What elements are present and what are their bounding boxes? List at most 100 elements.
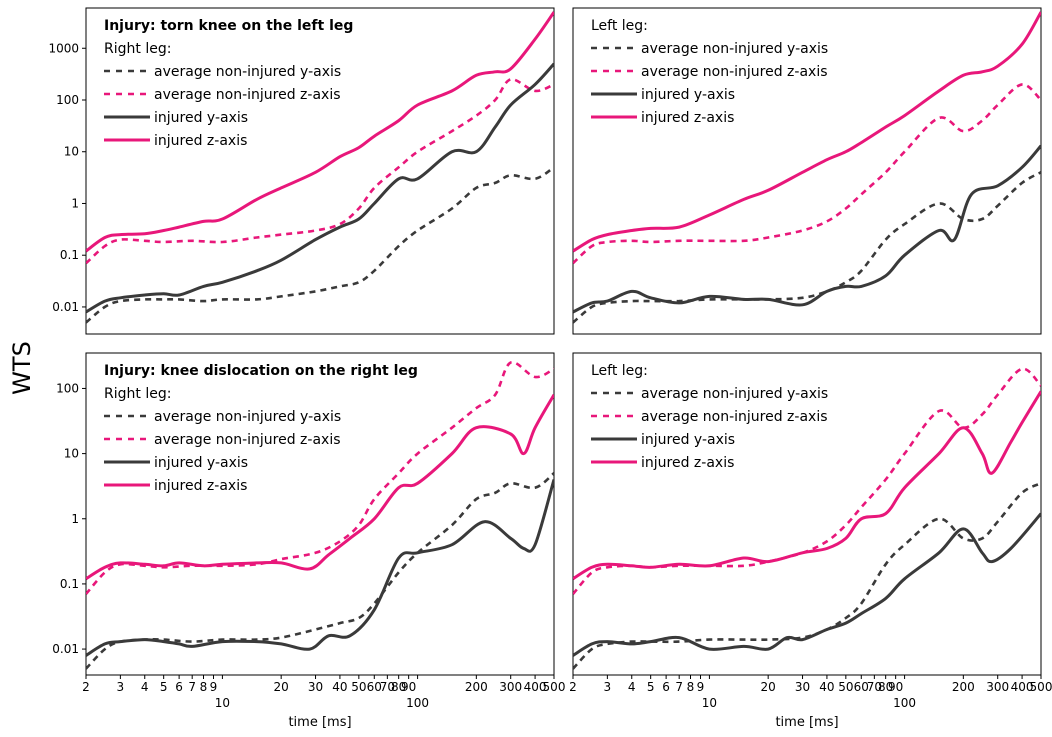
x-tick-label: 20 [761, 680, 776, 694]
x-tick-label: 9 [210, 680, 218, 694]
x-tick-label: 100 [406, 696, 429, 710]
x-tick-label: 3 [117, 680, 125, 694]
series-group [573, 11, 1041, 324]
legend-label: average non-injured z-axis [154, 87, 341, 103]
x-tick-label: 6 [175, 680, 183, 694]
legend-label: injured z-axis [154, 478, 247, 494]
series-injured-y-axis [86, 479, 554, 657]
panel-frame [572, 7, 1042, 335]
legend: Left leg: average non-injured y-axis avera… [591, 18, 828, 126]
x-tick-label: 50 [838, 680, 853, 694]
series-injured-y-axis [573, 512, 1041, 657]
x-tick-label: 40 [332, 680, 347, 694]
legend-label: injured z-axis [641, 455, 734, 471]
x-tick-label: 3 [604, 680, 612, 694]
x-tick-label: 70 [867, 680, 882, 694]
legend-subtitle: Right leg: [104, 41, 171, 57]
legend-label: injured y-axis [641, 432, 735, 448]
series-group [86, 11, 554, 324]
x-tick-label: 400 [1011, 680, 1034, 694]
y-tick-label: 1 [71, 196, 79, 210]
legend-label: average non-injured y-axis [154, 409, 341, 425]
panel-bottom-right: Left leg: average non-injured y-axis avera… [569, 352, 1052, 730]
series-injured-z-axis [573, 11, 1041, 253]
legend-title: Injury: knee dislocation on the right le… [104, 363, 418, 379]
legend-label: average non-injured y-axis [641, 386, 828, 402]
legend-subtitle: Right leg: [104, 386, 171, 402]
x-tick-label: 10 [702, 696, 717, 710]
x-tick-label: 90 [888, 680, 903, 694]
panel-frame [85, 352, 555, 676]
x-tick-label: 30 [795, 680, 810, 694]
legend: Injury: torn knee on the left leg Right l… [104, 18, 353, 149]
x-tick-label: 4 [141, 680, 149, 694]
x-tick-label: 5 [647, 680, 655, 694]
series-group [86, 360, 554, 670]
legend-label: injured y-axis [641, 87, 735, 103]
legend-subtitle: Left leg: [591, 18, 648, 34]
x-tick-label: 500 [1030, 680, 1052, 694]
x-tick-label: 7 [188, 680, 196, 694]
x-tick-label: 9 [697, 680, 705, 694]
x-tick-label: 50 [351, 680, 366, 694]
legend-subtitle: Left leg: [591, 363, 648, 379]
series-average-non-injured-y-axis [86, 166, 554, 324]
series-average-non-injured-y-axis [573, 171, 1041, 324]
x-tick-label: 60 [854, 680, 869, 694]
series-group [573, 367, 1041, 670]
legend-label: average non-injured z-axis [641, 64, 828, 80]
x-tick-label: 10 [215, 696, 230, 710]
x-tick-label: 20 [274, 680, 289, 694]
legend: Injury: knee dislocation on the right le… [104, 363, 418, 494]
x-tick-label: 40 [819, 680, 834, 694]
legend-label: injured z-axis [154, 133, 247, 149]
series-average-non-injured-z-axis [573, 367, 1041, 595]
series-injured-y-axis [573, 144, 1041, 314]
y-tick-label: 1000 [48, 41, 79, 55]
x-tick-label: 90 [401, 680, 416, 694]
legend-title: Injury: torn knee on the left leg [104, 18, 353, 34]
x-tick-label: 80 [391, 680, 406, 694]
series-injured-z-axis [86, 11, 554, 253]
x-tick-label: 100 [893, 696, 916, 710]
x-tick-label: 500 [543, 680, 566, 694]
x-tick-label: 4 [628, 680, 636, 694]
x-tick-label: 2 [82, 680, 90, 694]
x-tick-label: 300 [986, 680, 1009, 694]
y-ticks: 0.01 0.1 1 10 100 [52, 381, 86, 656]
y-tick-label: 1 [71, 512, 79, 526]
x-tick-label: 6 [662, 680, 670, 694]
legend-label: average non-injured y-axis [641, 41, 828, 57]
panel-bottom-left: Injury: knee dislocation on the right le… [52, 352, 565, 730]
y-tick-label: 0.1 [60, 577, 79, 591]
x-tick-label: 80 [878, 680, 893, 694]
y-tick-label: 0.1 [60, 248, 79, 262]
x-axis-label: time [ms] [288, 715, 351, 730]
series-average-non-injured-y-axis [86, 472, 554, 670]
x-tick-label: 8 [200, 680, 208, 694]
series-injured-z-axis [573, 390, 1041, 581]
legend-label: average non-injured y-axis [154, 64, 341, 80]
y-axis-label: WTS [8, 341, 36, 395]
series-injured-y-axis [86, 62, 554, 314]
series-average-non-injured-z-axis [86, 360, 554, 595]
legend-label: injured z-axis [641, 110, 734, 126]
x-axis-label: time [ms] [775, 715, 838, 730]
x-tick-label: 60 [367, 680, 382, 694]
x-tick-label: 200 [465, 680, 488, 694]
panel-top-left: Injury: torn knee on the left leg Right l… [48, 7, 555, 335]
panel-top-right: Left leg: average non-injured y-axis avera… [572, 7, 1042, 335]
series-average-non-injured-z-axis [573, 83, 1041, 265]
legend-label: injured y-axis [154, 110, 248, 126]
x-tick-label: 70 [380, 680, 395, 694]
y-tick-label: 10 [64, 145, 79, 159]
legend-label: average non-injured z-axis [641, 409, 828, 425]
legend-label: average non-injured z-axis [154, 432, 341, 448]
x-tick-label: 30 [308, 680, 323, 694]
panel-frame [85, 7, 555, 335]
y-tick-label: 0.01 [52, 300, 79, 314]
series-average-non-injured-y-axis [573, 482, 1041, 670]
x-tick-label: 400 [524, 680, 547, 694]
